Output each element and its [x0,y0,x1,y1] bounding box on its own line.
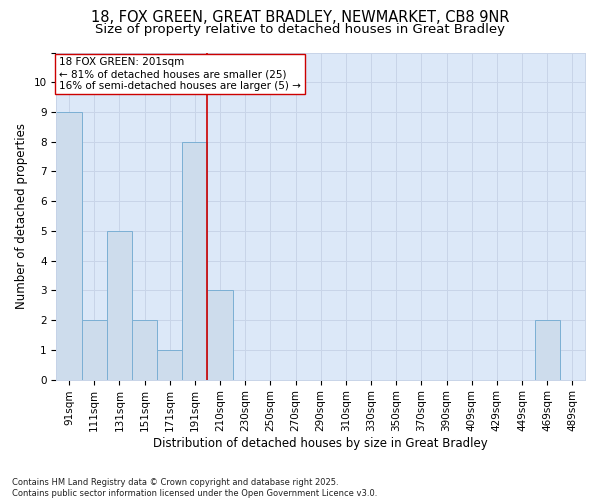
Bar [132,320,157,380]
Bar [208,290,233,380]
Text: 18 FOX GREEN: 201sqm
← 81% of detached houses are smaller (25)
16% of semi-detac: 18 FOX GREEN: 201sqm ← 81% of detached h… [59,58,301,90]
Bar [107,231,132,380]
Bar [182,142,208,380]
X-axis label: Distribution of detached houses by size in Great Bradley: Distribution of detached houses by size … [154,437,488,450]
Y-axis label: Number of detached properties: Number of detached properties [15,123,28,309]
Text: Size of property relative to detached houses in Great Bradley: Size of property relative to detached ho… [95,22,505,36]
Text: Contains HM Land Registry data © Crown copyright and database right 2025.
Contai: Contains HM Land Registry data © Crown c… [12,478,377,498]
Bar [82,320,107,380]
Bar [56,112,82,380]
Text: 18, FOX GREEN, GREAT BRADLEY, NEWMARKET, CB8 9NR: 18, FOX GREEN, GREAT BRADLEY, NEWMARKET,… [91,10,509,25]
Bar [535,320,560,380]
Bar [157,350,182,380]
